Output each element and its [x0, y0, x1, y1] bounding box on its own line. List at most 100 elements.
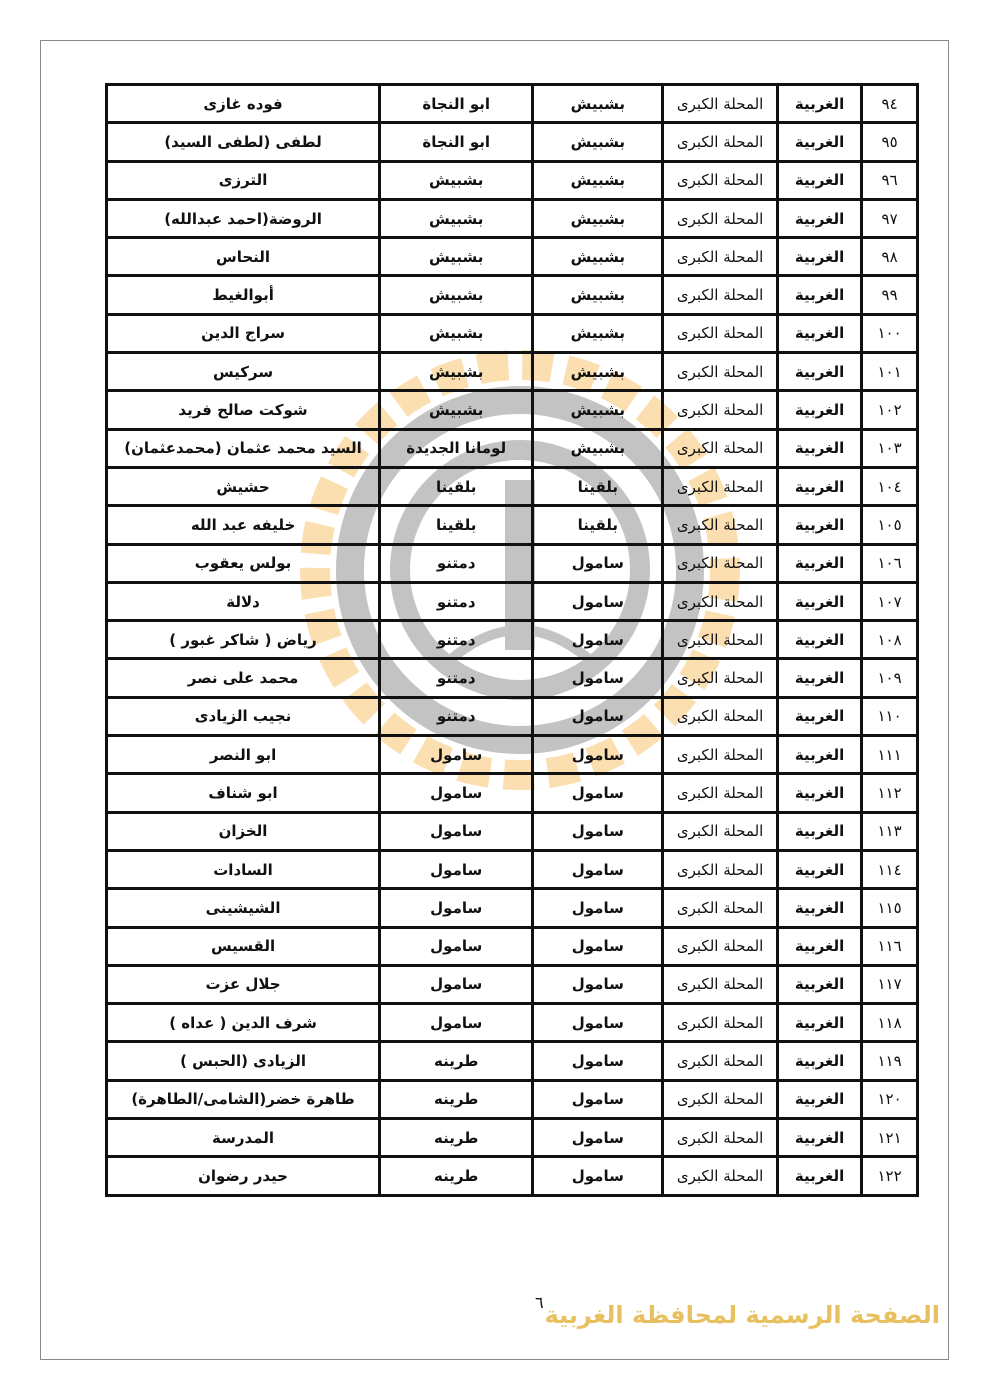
center-cell: المحلة الكبرى	[661, 695, 779, 738]
hamlet-name-cell: سركيس	[104, 351, 382, 393]
village-cell: سامول	[378, 810, 535, 852]
hamlet-name-cell: الزيادى (الحبس )	[104, 1040, 382, 1082]
village-cell: سامول	[378, 963, 535, 1006]
center-cell: المحلة الكبرى	[661, 351, 779, 393]
row-number: ١٠٩	[860, 657, 919, 699]
village-cell: بشبيش	[378, 351, 535, 393]
local-unit-cell: بلقينا	[531, 504, 665, 546]
governorate-cell: الغربية	[775, 619, 864, 661]
row-number: ١٢٢	[860, 1155, 919, 1197]
governorate-cell: الغربية	[775, 848, 864, 891]
center-cell: المحلة الكبرى	[661, 963, 779, 1006]
center-cell: المحلة الكبرى	[661, 887, 779, 929]
local-unit-cell: سامول	[531, 1155, 665, 1197]
row-number: ٩٤	[860, 82, 919, 125]
table-row: ١٠٦ الغربية المحلة الكبرى سامول دمتنو بولس يع…	[104, 542, 919, 584]
governorate-cell: الغربية	[775, 1078, 864, 1121]
table-row: ٩٧ الغربية المحلة الكبرى بشبيش بشبيش الروضة(ا…	[104, 197, 919, 240]
hamlet-name-cell: حشيش	[104, 465, 382, 508]
governorate-cell: الغربية	[775, 82, 864, 125]
center-cell: المحلة الكبرى	[661, 197, 779, 240]
center-cell: المحلة الكبرى	[661, 465, 779, 508]
hamlet-name-cell: دلالة	[104, 580, 382, 623]
governorate-cell: الغربية	[775, 159, 864, 201]
center-cell: المحلة الكبرى	[661, 1117, 779, 1159]
table-row: ١١٣ الغربية المحلة الكبرى سامول سامول الخزان	[104, 810, 919, 852]
hamlet-name-cell: الخزان	[104, 810, 382, 852]
table-row: ١٢٢ الغربية المحلة الكبرى سامول طرينه حيدر رض…	[104, 1155, 919, 1197]
hamlet-name-cell: القسيس	[104, 925, 382, 967]
row-number: ١٠١	[860, 351, 919, 393]
village-cell: طرينه	[378, 1040, 535, 1082]
village-cell: بشبيش	[378, 236, 535, 278]
table-row: ٩٤ الغربية المحلة الكبرى بشبيش ابو النجاة فود…	[104, 82, 919, 125]
table-row: ٩٦ الغربية المحلة الكبرى بشبيش بشبيش الترزى	[104, 159, 919, 201]
local-unit-cell: بلقينا	[531, 465, 665, 508]
center-cell: المحلة الكبرى	[661, 542, 779, 584]
table-row: ١٠٧ الغربية المحلة الكبرى سامول دمتنو دلالة	[104, 580, 919, 623]
governorate-cell: الغربية	[775, 772, 864, 814]
local-unit-cell: سامول	[531, 772, 665, 814]
governorate-cell: الغربية	[775, 1002, 864, 1044]
row-number: ١٠٧	[860, 580, 919, 623]
table-row: ١١٢ الغربية المحلة الكبرى سامول سامول ابو شنا…	[104, 772, 919, 814]
row-number: ٩٦	[860, 159, 919, 201]
watermark-text: الصفحة الرسمية لمحافظة الغربية	[544, 1301, 940, 1329]
local-unit-cell: سامول	[531, 810, 665, 852]
table-row: ١٠٠ الغربية المحلة الكبرى بشبيش بشبيش سراج ال…	[104, 312, 919, 355]
table-row: ١١٦ الغربية المحلة الكبرى سامول سامول القسيس	[104, 925, 919, 967]
center-cell: المحلة الكبرى	[661, 925, 779, 967]
governorate-cell: الغربية	[775, 197, 864, 240]
row-number: ١١٣	[860, 810, 919, 852]
row-number: ١٠٨	[860, 619, 919, 661]
row-number: ٩٥	[860, 121, 919, 163]
center-cell: المحلة الكبرى	[661, 1040, 779, 1082]
governorate-cell: الغربية	[775, 274, 864, 316]
row-number: ١٠٣	[860, 427, 919, 469]
center-cell: المحلة الكبرى	[661, 427, 779, 469]
row-number: ١٢١	[860, 1117, 919, 1159]
local-unit-cell: بشبيش	[531, 121, 665, 163]
village-cell: سامول	[378, 925, 535, 967]
governorate-cell: الغربية	[775, 389, 864, 431]
local-unit-cell: بشبيش	[531, 236, 665, 278]
row-number: ١٠٤	[860, 465, 919, 508]
village-cell: طرينه	[378, 1078, 535, 1121]
hamlet-name-cell: السيد محمد عثمان (محمدعثمان)	[104, 427, 382, 469]
local-unit-cell: سامول	[531, 1078, 665, 1121]
hamlet-name-cell: خليفه عبد الله	[104, 504, 382, 546]
hamlet-name-cell: جلال عزت	[104, 963, 382, 1006]
center-cell: المحلة الكبرى	[661, 810, 779, 852]
hamlet-name-cell: الروضة(احمد عبدالله)	[104, 197, 382, 240]
table-row: ١١٤ الغربية المحلة الكبرى سامول سامول السادات	[104, 848, 919, 891]
center-cell: المحلة الكبرى	[661, 82, 779, 125]
hamlet-name-cell: شوكت صالح فريد	[104, 389, 382, 431]
governorate-cell: الغربية	[775, 657, 864, 699]
local-unit-cell: بشبيش	[531, 274, 665, 316]
table-row: ٩٥ الغربية المحلة الكبرى بشبيش ابو النجاة لطف…	[104, 121, 919, 163]
village-cell: دمتنو	[378, 580, 535, 623]
hamlet-name-cell: ابو النصر	[104, 734, 382, 776]
center-cell: المحلة الكبرى	[661, 619, 779, 661]
governorate-cell: الغربية	[775, 542, 864, 584]
local-unit-cell: بشبيش	[531, 312, 665, 355]
village-cell: بشبيش	[378, 159, 535, 201]
row-number: ٩٩	[860, 274, 919, 316]
governorate-cell: الغربية	[775, 580, 864, 623]
row-number: ١١٦	[860, 925, 919, 967]
table-row: ١١٨ الغربية المحلة الكبرى سامول سامول شرف الد…	[104, 1002, 919, 1044]
row-number: ١٢٠	[860, 1078, 919, 1121]
row-number: ١١١	[860, 734, 919, 776]
hamlet-name-cell: الشيشينى	[104, 887, 382, 929]
governorate-cell: الغربية	[775, 465, 864, 508]
local-unit-cell: بشبيش	[531, 159, 665, 201]
hamlet-name-cell: فوده غازى	[104, 82, 382, 125]
center-cell: المحلة الكبرى	[661, 1002, 779, 1044]
center-cell: المحلة الكبرى	[661, 657, 779, 699]
hamlet-name-cell: بولس يعقوب	[104, 542, 382, 584]
local-unit-cell: سامول	[531, 1002, 665, 1044]
hamlet-name-cell: أبوالغيط	[104, 274, 382, 316]
village-cell: طرينه	[378, 1155, 535, 1197]
village-cell: سامول	[378, 848, 535, 891]
center-cell: المحلة الكبرى	[661, 848, 779, 891]
